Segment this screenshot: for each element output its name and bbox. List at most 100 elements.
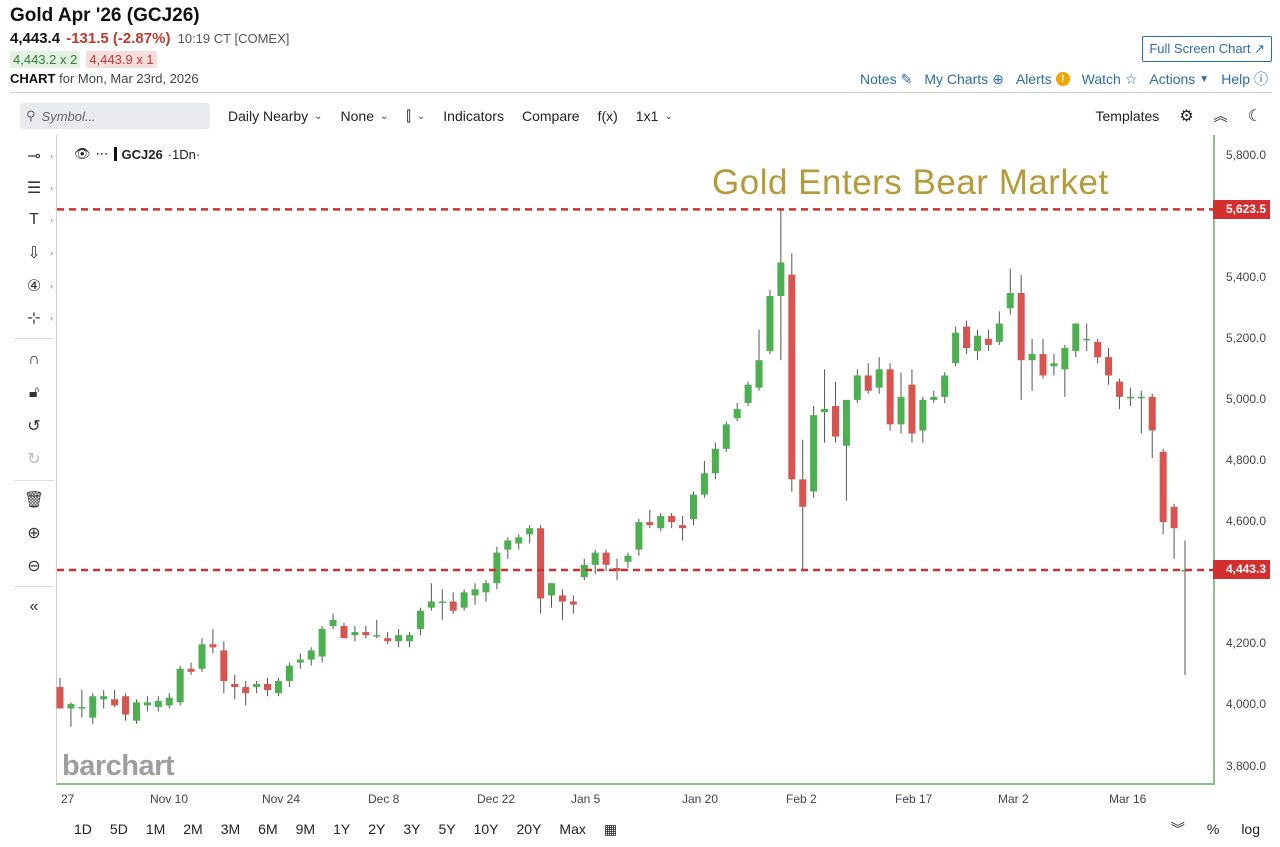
candle-body: [100, 696, 108, 700]
range-button[interactable]: 1D: [74, 821, 92, 837]
calendar-icon[interactable]: ▦: [603, 820, 618, 837]
candle-body: [296, 659, 304, 663]
range-bar: 1D 5D 1M 2M 3M 6M 9M 1Y 2Y 3Y 5Y 10Y 20Y Max ▦ ︾ % lo…: [56, 815, 1272, 843]
help-link[interactable]: Help ⓘ: [1221, 69, 1268, 89]
range-button[interactable]: 5D: [109, 821, 128, 837]
layout-dropdown[interactable]: 1x1 ⌄: [636, 108, 673, 124]
candle-body: [493, 552, 501, 584]
candle: [296, 653, 304, 669]
watch-link[interactable]: Watch ☆: [1082, 71, 1138, 88]
candle-body: [438, 601, 446, 604]
range-button[interactable]: 2M: [183, 821, 203, 837]
compare-button[interactable]: Compare: [521, 108, 580, 124]
percent-toggle[interactable]: %: [1206, 821, 1220, 837]
chevron-down-icon: ⌄: [416, 110, 426, 122]
candle: [1115, 378, 1123, 410]
level-price-badge: 5,623.5: [1213, 199, 1270, 219]
line-tool-icon[interactable]: ⊸ ›: [27, 148, 53, 165]
candle-body: [384, 638, 392, 642]
function-button[interactable]: f(x): [597, 108, 618, 124]
symbol-search-input[interactable]: ⚲ Symbol...: [20, 103, 210, 129]
range-button[interactable]: 3M: [220, 821, 241, 837]
magnet-icon[interactable]: ∩: [28, 351, 40, 368]
arrow-marker-icon[interactable]: ⇩ ›: [27, 245, 53, 262]
trash-icon[interactable]: 🗑︎: [23, 492, 45, 509]
chart-legend: 👁︎ ⋯ GCJ26 ·1Dn·: [74, 146, 200, 162]
more-dots-icon[interactable]: ⋯: [95, 146, 109, 161]
candle-body: [952, 332, 960, 364]
candle-body: [416, 610, 424, 630]
candle: [1094, 338, 1102, 364]
candle: [362, 625, 370, 639]
chart-annotation[interactable]: Gold Enters Bear Market: [712, 163, 1109, 202]
my-charts-link[interactable]: My Charts ⊕: [924, 71, 1004, 88]
text-tool-icon[interactable]: T ›: [29, 211, 53, 228]
candle: [613, 558, 621, 581]
range-button[interactable]: 1Y: [333, 821, 351, 837]
y-tick-label: 5,800.0: [1226, 147, 1267, 162]
range-button[interactable]: 3Y: [403, 821, 421, 837]
tools-divider: [14, 338, 54, 339]
top-links: Notes ✎ My Charts ⊕ Alerts! Watch ☆ Actions…: [860, 69, 1268, 89]
range-button[interactable]: 20Y: [516, 821, 542, 837]
range-button[interactable]: 6M: [258, 821, 278, 837]
alerts-link[interactable]: Alerts!: [1016, 71, 1070, 87]
dark-mode-moon-icon[interactable]: ☾: [1247, 108, 1262, 125]
overlay-dropdown[interactable]: None ⌄: [341, 108, 389, 124]
eye-icon[interactable]: 👁︎: [74, 146, 91, 161]
candle: [165, 693, 173, 709]
search-icon: ⚲: [26, 108, 36, 123]
fibonacci-tool-icon[interactable]: ☰ ›: [26, 180, 53, 197]
undo-icon[interactable]: ↺: [27, 418, 41, 435]
collapse-chevrons-icon[interactable]: ︽: [1213, 108, 1228, 124]
candle: [438, 589, 446, 620]
candle-body: [274, 680, 282, 694]
log-toggle[interactable]: log: [1241, 821, 1260, 837]
candle: [689, 491, 697, 526]
y-tick-label: 5,200.0: [1226, 330, 1267, 345]
y-tick-label: 4,600.0: [1226, 514, 1267, 529]
expand-chevrons-icon[interactable]: ︾: [1170, 821, 1185, 837]
indicators-button[interactable]: Indicators: [443, 108, 504, 124]
chart-toolbar: ⚲ Symbol... Daily Nearby ⌄ None ⌄ ⫿ ⌄ Indic…: [10, 100, 1272, 132]
alerts-label: Alerts: [1015, 71, 1052, 87]
range-button[interactable]: 10Y: [473, 821, 499, 837]
chart-pane[interactable]: [56, 135, 1215, 785]
candle: [1181, 540, 1189, 675]
zoom-out-icon[interactable]: ⊖: [27, 558, 41, 575]
chevron-down-icon: ⌄: [380, 110, 389, 122]
collapse-sidebar-icon[interactable]: «: [29, 598, 39, 615]
x-tick-label: Mar 2: [998, 792, 1029, 806]
full-screen-button[interactable]: Full Screen Chart ↗: [1142, 36, 1272, 62]
candle: [253, 680, 261, 694]
unlock-icon[interactable]: 🔓︎: [28, 384, 40, 401]
candle-body: [831, 406, 839, 437]
candle: [897, 372, 905, 434]
measure-tool-icon[interactable]: ⊹ ›: [27, 310, 53, 327]
candle-body: [1137, 396, 1145, 399]
numbered-marker-icon[interactable]: ④ ›: [26, 278, 53, 295]
x-tick-label: Jan 5: [571, 792, 601, 806]
period-dropdown[interactable]: Daily Nearby ⌄: [228, 108, 323, 124]
actions-menu[interactable]: Actions ▼: [1149, 71, 1209, 87]
range-button[interactable]: 9M: [295, 821, 316, 837]
candle: [471, 583, 479, 605]
zoom-in-icon[interactable]: ⊕: [27, 525, 41, 542]
legend-symbol: GCJ26: [121, 146, 163, 162]
range-button[interactable]: 1M: [145, 821, 166, 837]
range-button[interactable]: Max: [559, 821, 586, 837]
range-button[interactable]: 2Y: [368, 821, 386, 837]
notes-link[interactable]: Notes ✎: [860, 71, 912, 88]
candle: [973, 329, 981, 361]
settings-gear-icon[interactable]: ⚙: [1179, 108, 1194, 125]
chart-type-dropdown[interactable]: ⫿ ⌄: [406, 108, 425, 125]
candle: [995, 311, 1003, 345]
candle-body: [657, 515, 665, 529]
candle-body: [406, 635, 414, 642]
candle-body: [242, 687, 250, 694]
candle: [231, 674, 239, 700]
range-button[interactable]: 5Y: [438, 821, 456, 837]
redo-icon[interactable]: ↻: [27, 451, 41, 468]
candle: [187, 662, 195, 675]
templates-button[interactable]: Templates: [1095, 108, 1160, 124]
